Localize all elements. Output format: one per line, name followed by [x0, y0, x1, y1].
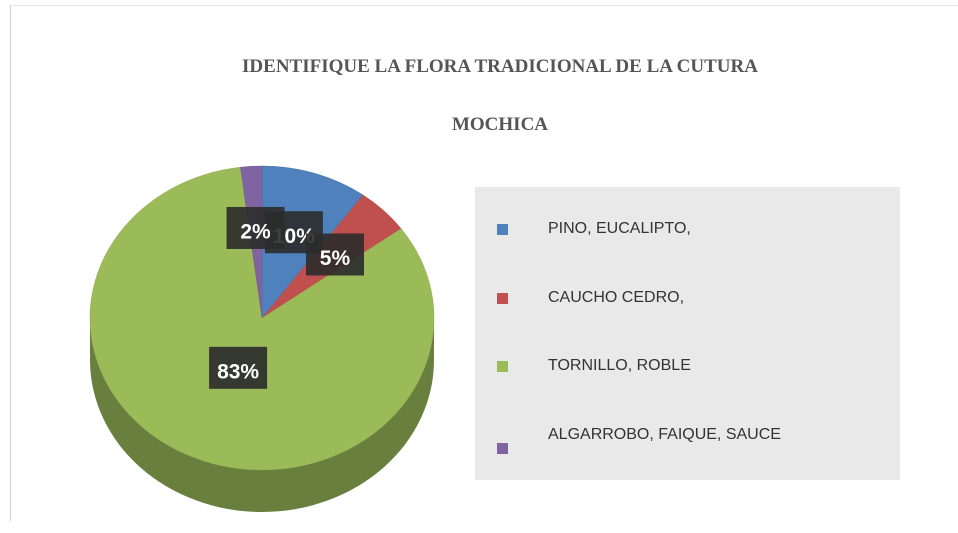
data-label: 5%	[320, 247, 351, 270]
pie-slice	[89, 166, 435, 471]
data-label-box	[226, 206, 285, 249]
data-label-box	[305, 233, 364, 276]
legend-label: PINO, EUCALIPTO,	[548, 220, 691, 237]
legend-label: TORNILLO, ROBLE	[548, 357, 691, 374]
legend: PINO, EUCALIPTO, CAUCHO CEDRO, TORNILLO, R…	[475, 187, 900, 493]
legend-box	[475, 187, 900, 480]
chart-title: IDENTIFIQUE LA FLORA TRADICIONAL DE LA C…	[242, 56, 758, 135]
legend-label: CAUCHO CEDRO,	[548, 288, 685, 306]
data-label: 2%	[240, 221, 271, 244]
legend-swatch	[497, 361, 508, 372]
pie-side	[90, 318, 434, 512]
data-label-box	[209, 346, 268, 389]
data-label: 83%	[217, 360, 259, 383]
legend-swatch	[497, 292, 508, 304]
legend-swatch	[497, 224, 508, 235]
legend-label: ALGARROBO, FAIQUE, SAUCE	[548, 425, 781, 443]
legend-swatch	[497, 442, 508, 454]
